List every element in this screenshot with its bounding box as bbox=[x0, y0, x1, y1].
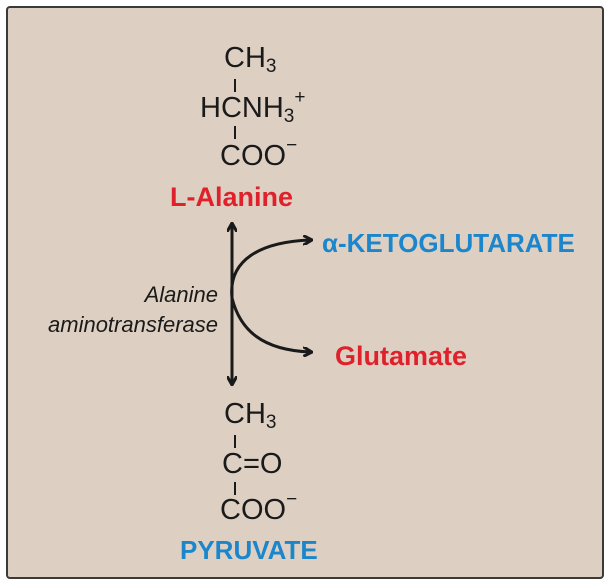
alanine-hcnh3-charge: + bbox=[294, 87, 306, 108]
pyruvate-co: C=O bbox=[222, 450, 282, 479]
pyruvate-bond-1 bbox=[234, 435, 236, 448]
pyruvate-ch3: CH3 bbox=[224, 398, 276, 433]
glutamate-name: Glutamate bbox=[335, 341, 468, 371]
alanine-hcnh3: HCNH3+ bbox=[200, 88, 305, 126]
alanine-ch3: CH3 bbox=[224, 42, 276, 77]
pyruvate-coo-charge: − bbox=[286, 489, 298, 510]
curved-arrow-to-glutamate bbox=[230, 297, 310, 352]
pyruvate-coo-text: COO bbox=[220, 494, 287, 526]
alanine-coo: COO− bbox=[220, 136, 297, 172]
alanine-name: L-Alanine bbox=[170, 182, 294, 212]
enzyme-label-line2: aminotransferase bbox=[48, 311, 218, 337]
curved-arrow-to-ketoglutarate bbox=[230, 240, 310, 299]
enzyme-label-line1: Alanine bbox=[144, 282, 218, 307]
pyruvate-coo: COO− bbox=[220, 490, 297, 526]
glutamate-label: Glutamate bbox=[335, 343, 467, 370]
pyruvate-bond-2 bbox=[234, 482, 236, 495]
enzyme-label: Alanine aminotransferase bbox=[26, 280, 218, 339]
alanine-label: L-Alanine bbox=[170, 184, 293, 211]
alanine-hcnh3-text: HCNH bbox=[200, 92, 284, 124]
pyruvate-ch3-sub: 3 bbox=[265, 412, 277, 433]
alanine-coo-charge: − bbox=[286, 135, 298, 156]
alanine-ch3-text: CH bbox=[224, 42, 266, 74]
alpha-ketoglutarate-name: α-KETOGLUTARATE bbox=[322, 228, 575, 258]
pyruvate-label: PYRUVATE bbox=[180, 537, 318, 563]
alanine-ch3-sub: 3 bbox=[265, 56, 277, 77]
alanine-bond-2 bbox=[234, 126, 236, 139]
pyruvate-co-text: C=O bbox=[222, 448, 283, 480]
alanine-bond-1 bbox=[234, 79, 236, 92]
alpha-ketoglutarate-label: α-KETOGLUTARATE bbox=[322, 230, 575, 256]
pyruvate-ch3-text: CH bbox=[224, 398, 266, 430]
alanine-coo-text: COO bbox=[220, 140, 287, 172]
alanine-hcnh3-sub: 3 bbox=[283, 106, 295, 127]
pyruvate-name: PYRUVATE bbox=[180, 535, 318, 565]
diagram-panel bbox=[6, 6, 604, 579]
